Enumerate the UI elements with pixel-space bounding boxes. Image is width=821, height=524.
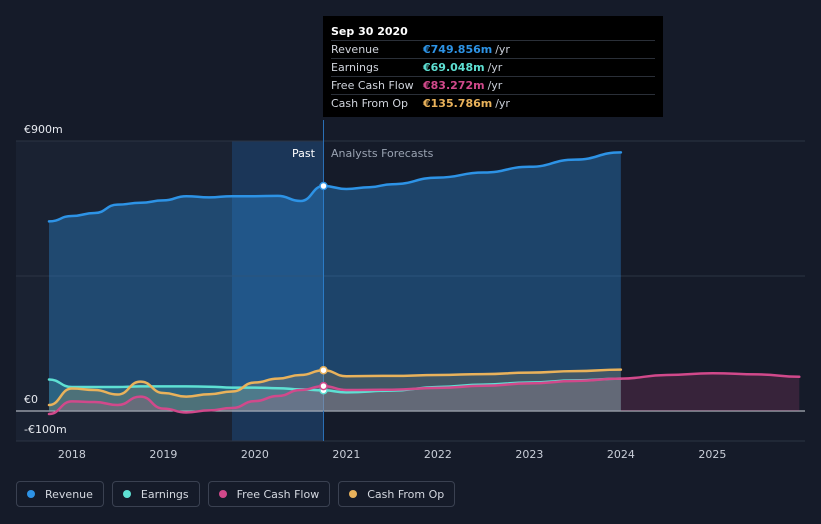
x-tick-label: 2021 — [332, 448, 361, 461]
series-area-free-cash-flow — [49, 373, 800, 414]
forecast-label: Analysts Forecasts — [331, 147, 434, 160]
x-tick-label: 2019 — [149, 448, 178, 461]
tooltip-row-cash-from-op: Cash From Op €135.786m/yr — [331, 95, 655, 112]
highlight-region — [232, 141, 324, 441]
tooltip-row-earnings: Earnings €69.048m/yr — [331, 59, 655, 77]
legend-label: Earnings — [140, 487, 189, 501]
tooltip-value: €135.786m/yr — [423, 97, 510, 110]
legend: Revenue Earnings Free Cash Flow Cash Fro… — [16, 481, 456, 507]
legend-dot-icon — [349, 490, 358, 498]
tooltip-label: Earnings — [331, 61, 379, 74]
marker-point — [319, 381, 328, 391]
series-line-cash-from-op — [47, 368, 623, 407]
y-tick-label-neg100: -€100m — [24, 423, 67, 436]
legend-revenue-toggle[interactable]: Revenue — [16, 481, 104, 507]
x-tick-label: 2023 — [515, 448, 544, 461]
legend-label: Cash From Op — [367, 487, 445, 501]
series-line-free-cash-flow — [47, 371, 801, 416]
legend-earnings-toggle[interactable]: Earnings — [111, 481, 200, 507]
y-tick-label-0: €0 — [24, 393, 38, 406]
marker-point — [319, 181, 328, 191]
tooltip-date: Sep 30 2020 — [331, 23, 655, 41]
series-line-revenue — [47, 151, 623, 223]
tooltip-label: Cash From Op — [331, 97, 409, 110]
past-label: Past — [292, 147, 315, 160]
tooltip-row-free-cash-flow: Free Cash Flow €83.272m/yr — [331, 77, 655, 95]
x-tick-label: 2022 — [423, 448, 452, 461]
legend-dot-icon — [27, 490, 35, 498]
tooltip-label: Revenue — [331, 43, 379, 56]
tooltip-label: Free Cash Flow — [331, 79, 414, 92]
tooltip-row-revenue: Revenue €749.856m/yr — [331, 41, 655, 59]
x-tick-label: 2024 — [606, 448, 635, 461]
legend-free-cash-flow-toggle[interactable]: Free Cash Flow — [207, 481, 331, 507]
legend-dot-icon — [122, 490, 131, 498]
series-area-revenue — [49, 152, 621, 411]
legend-label: Revenue — [45, 487, 93, 501]
legend-cash-from-op-toggle[interactable]: Cash From Op — [338, 481, 456, 507]
tooltip: Sep 30 2020 Revenue €749.856m/yr Earning… — [323, 16, 663, 117]
x-tick-label: 2025 — [698, 448, 727, 461]
tooltip-value: €83.272m/yr — [423, 79, 503, 92]
legend-label: Free Cash Flow — [236, 487, 320, 501]
marker-point — [319, 365, 328, 375]
tooltip-value: €749.856m/yr — [423, 43, 510, 56]
x-tick-label: 2020 — [240, 448, 269, 461]
legend-dot-icon — [218, 490, 227, 498]
x-tick-label: 2018 — [57, 448, 86, 461]
tooltip-value: €69.048m/yr — [423, 61, 503, 74]
y-tick-label-900: €900m — [24, 123, 63, 136]
